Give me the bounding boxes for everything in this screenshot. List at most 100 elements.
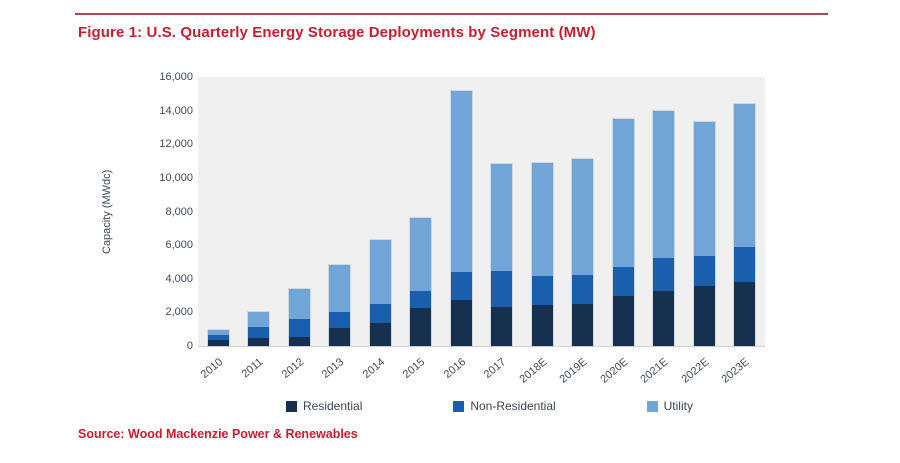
y-tick-label: 4,000 [165,272,193,285]
stacked-bar-2017 [491,163,513,346]
bar-segment-non-residential [410,290,432,309]
bar-column-2020e [603,119,644,346]
x-tick-2018e: 2018E [517,356,550,386]
stacked-bar-2022e [693,122,715,346]
bar-segment-residential [612,296,634,346]
legend-item-non-residential: Non-Residential [453,398,556,414]
x-tick-2023e: 2023E [719,356,752,386]
plot-area [198,77,765,347]
bar-segment-utility [410,218,432,291]
x-tick-2011: 2011 [239,356,266,381]
y-tick-label: 10,000 [159,171,193,184]
stacked-bar-2016 [450,91,472,346]
x-tick-2022e: 2022E [679,356,712,386]
y-tick-label: 16,000 [159,71,193,83]
bar-segment-non-residential [693,256,715,287]
bar-column-2016 [441,91,482,346]
bar-segment-utility [450,91,472,273]
bar-segment-residential [572,303,594,346]
x-tick-2016: 2016 [441,356,469,381]
bar-segment-residential [734,282,756,346]
bar-segment-utility [248,311,270,327]
stacked-bar-2020e [612,119,634,346]
bar-column-2014 [360,240,401,346]
bar-column-2023e [725,103,766,346]
bar-column-2021e [644,110,685,346]
bar-segment-non-residential [329,312,351,328]
bar-segment-non-residential [531,276,553,305]
x-tick-2021e: 2021E [638,356,671,386]
bar-segment-non-residential [612,266,634,297]
bar-segment-utility [653,110,675,258]
bar-segment-non-residential [653,257,675,292]
x-tick-2010: 2010 [198,356,226,381]
bar-segment-residential [491,307,513,346]
stacked-bar-2011 [248,311,270,346]
bar-segment-non-residential [207,335,229,341]
bar-segment-utility [369,240,391,304]
bar-column-2015 [401,218,442,346]
legend-swatch-non-residential [453,400,465,412]
bar-segment-utility [288,288,310,320]
legend-item-residential: Residential [286,398,362,414]
stacked-bar-2012 [288,288,310,346]
bar-column-2010 [198,330,239,346]
bar-segment-utility [531,162,553,277]
bar-segment-non-residential [491,271,513,308]
legend-swatch-utility [646,400,658,412]
stacked-bar-2023e [734,103,756,346]
stacked-bar-2010 [207,330,229,346]
stacked-bar-2018e [531,162,553,346]
top-divider-rule [75,13,828,15]
bar-segment-utility [693,122,715,257]
bar-column-2018e [522,162,563,346]
stacked-bar-2015 [410,218,432,346]
stacked-bar-2014 [369,240,391,346]
legend: Residential Non-Residential Utility [198,398,765,414]
bar-column-2017 [482,163,523,346]
x-tick-2017: 2017 [482,356,509,381]
legend-swatch-residential [286,400,297,412]
source-text: Source: Wood Mackenzie Power & Renewable… [78,427,358,441]
bar-column-2013 [320,265,361,346]
bar-segment-non-residential [734,246,756,283]
y-tick-label: 8,000 [165,205,193,218]
bar-segment-utility [734,103,756,247]
x-tick-2019e: 2019E [557,356,590,386]
bar-column-2011 [239,311,280,346]
stacked-bar-2021e [653,110,675,346]
bar-column-2022e [684,122,725,346]
bar-segment-residential [653,291,675,346]
bar-segment-residential [288,336,310,346]
bar-segment-utility [329,265,351,313]
bar-segment-residential [369,323,391,346]
bar-segment-non-residential [450,272,472,300]
x-tick-2020e: 2020E [598,356,631,386]
figure-title: Figure 1: U.S. Quarterly Energy Storage … [78,24,596,41]
x-axis-tick-labels: 2010 2011 2012 2013 2014 2015 2016 2017 2018E 201… [198,350,765,392]
bar-segment-residential [207,340,229,346]
bar-segment-residential [329,327,351,346]
y-tick-label: 12,000 [159,138,193,151]
x-tick-2013: 2013 [320,356,347,381]
bar-segment-utility [207,330,229,336]
bar-segment-non-residential [572,275,594,304]
bar-column-2012 [279,288,320,346]
legend-label-residential: Residential [303,399,363,413]
bar-column-2019e [563,159,604,346]
x-tick-2015: 2015 [401,356,428,381]
y-tick-label: 0 [186,340,193,352]
legend-label-utility: Utility [663,399,693,413]
y-tick-label: 14,000 [159,104,193,117]
bar-segment-residential [410,308,432,346]
x-tick-2014: 2014 [360,356,388,381]
bar-segment-residential [248,338,270,346]
bar-segment-residential [693,286,715,346]
x-tick-2012: 2012 [279,356,307,381]
bar-segment-utility [612,119,634,267]
legend-item-utility: Utility [646,398,693,414]
bar-segment-residential [450,299,472,346]
bar-segment-non-residential [369,303,391,324]
stacked-bar-2019e [572,159,594,346]
